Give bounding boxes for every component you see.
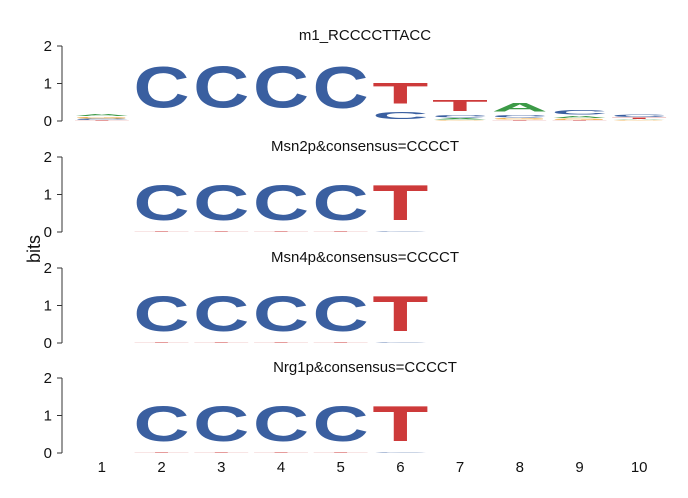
logo-letter-T: T [253,342,309,343]
x-tick-label: 7 [456,459,464,476]
x-tick-label: 4 [277,459,285,476]
logo-letter-T: T [313,452,369,453]
logo-letter-T: T [372,174,428,230]
x-tick-label: 10 [631,459,648,476]
logo-letter-C: C [134,55,190,121]
logo-letter-T: T [74,120,130,121]
y-tick-label: 0 [44,224,52,241]
y-tick-label: 1 [44,408,52,425]
logo-letter-C: C [551,108,607,116]
x-tick-label: 6 [396,459,404,476]
y-axis: 0 1 2 [44,370,63,462]
x-tick-label: 3 [217,459,225,476]
logo-letter-C: C [432,114,488,118]
logo-letter-C: C [492,114,548,119]
logo-letter-C: C [193,396,249,452]
y-tick-label: 1 [44,298,52,315]
logo-letter-T: T [193,452,249,453]
logo-letter-C: C [313,175,369,231]
x-axis: 1 2 3 4 5 6 7 8 9 10 [98,459,648,476]
logo-letter-A: A [611,119,667,120]
logo-letter-C: C [611,114,667,118]
y-tick-label: 1 [44,76,52,93]
logo-letter-G: G [74,117,130,119]
x-tick-label: 1 [98,459,106,476]
logo-letter-T: T [134,452,190,453]
logo-letter-T: T [134,342,190,343]
logo-letter-T: T [193,342,249,343]
logo-letter-C: C [134,175,190,231]
logo-letter-C: C [193,286,249,342]
logo-letter-A: A [492,101,548,114]
logo-letter-C: C [253,286,309,342]
logo-letter-T: T [551,120,607,121]
logo-letter-T: T [253,231,309,232]
panel-title: m1_RCCCCTTACC [299,27,431,44]
logo-letter-G: G [611,120,667,121]
logo-letter-A: A [74,113,130,116]
x-tick-label: 5 [337,459,345,476]
y-tick-label: 1 [44,187,52,204]
logo-letter-C: C [253,396,309,452]
logo-letter-T: T [134,231,190,232]
logo-letter-C: C [372,452,428,453]
logo-letter-T: T [492,120,548,121]
logo-letter-A: A [432,118,488,120]
logo-letter-C: C [253,175,309,231]
y-tick-label: 2 [44,260,52,277]
y-tick-label: 0 [44,445,52,462]
logo-letter-C: C [134,396,190,452]
y-tick-label: 0 [44,335,52,352]
panel-title: Msn2p&consensus=CCCCT [271,138,459,155]
y-axis-label: bits [24,235,44,263]
logo-letter-C: C [193,55,249,121]
logo-letter-C: C [74,119,130,121]
y-tick-label: 2 [44,370,52,387]
logo-letter-G: G [432,120,488,121]
logo-letter-C: C [372,231,428,232]
logo-letter-C: C [193,175,249,231]
logo-letter-C: C [372,110,428,121]
logo-letter-T: T [193,231,249,232]
logo-letter-T: T [372,285,428,341]
logo-letter-G: G [551,119,607,121]
logo-letter-C: C [134,286,190,342]
x-tick-label: 9 [575,459,583,476]
y-tick-label: 2 [44,38,52,55]
logo-letter-A: A [551,116,607,119]
logo-letter-T: T [432,97,488,114]
logo-letter-T: T [253,452,309,453]
y-axis: 0 1 2 [44,38,63,130]
y-axis: 0 1 2 [44,260,63,352]
logo-letter-G: G [492,118,548,120]
y-tick-label: 2 [44,149,52,166]
logo-letter-T: T [313,342,369,343]
logo-letter-T: T [372,395,428,451]
logo-letter-C: C [313,396,369,452]
logo-letter-T: T [611,118,667,120]
logo-letter-T: T [313,231,369,232]
logo-letter-C: C [313,286,369,342]
logo-letter-C: C [253,55,309,121]
y-tick-label: 0 [44,113,52,130]
y-axis: 0 1 2 [44,149,63,241]
logo-letter-C: C [372,342,428,343]
logo-letter-C: C [313,54,369,121]
x-tick-label: 2 [157,459,165,476]
logo-letter-T: T [372,77,428,110]
panel-title: Msn4p&consensus=CCCCT [271,249,459,266]
panel-title: Nrg1p&consensus=CCCCT [273,359,457,376]
x-tick-label: 8 [516,459,524,476]
